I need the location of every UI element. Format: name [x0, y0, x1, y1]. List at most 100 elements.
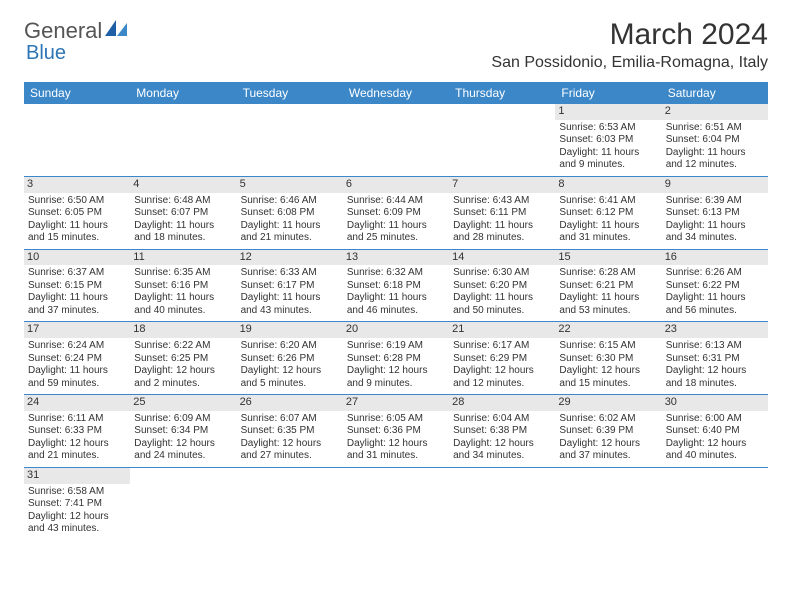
day-number: 26	[237, 395, 343, 411]
sunset-text: Sunset: 6:31 PM	[666, 353, 764, 366]
calendar-day-cell	[130, 104, 236, 176]
calendar-body: 1Sunrise: 6:53 AMSunset: 6:03 PMDaylight…	[24, 104, 768, 540]
daylight-text: and 5 minutes.	[241, 378, 339, 391]
daylight-text: and 27 minutes.	[241, 450, 339, 463]
daylight-text: Daylight: 12 hours	[347, 438, 445, 451]
sunrise-text: Sunrise: 6:13 AM	[666, 340, 764, 353]
daylight-text: Daylight: 12 hours	[134, 438, 232, 451]
calendar-day-cell	[237, 104, 343, 176]
daylight-text: and 31 minutes.	[559, 232, 657, 245]
sunrise-text: Sunrise: 6:19 AM	[347, 340, 445, 353]
sunrise-text: Sunrise: 6:30 AM	[453, 267, 551, 280]
day-number: 5	[237, 177, 343, 193]
sunrise-text: Sunrise: 6:00 AM	[666, 413, 764, 426]
sunrise-text: Sunrise: 6:37 AM	[28, 267, 126, 280]
calendar-day-cell	[662, 467, 768, 539]
calendar-day-cell	[343, 104, 449, 176]
day-number: 25	[130, 395, 236, 411]
daylight-text: and 12 minutes.	[453, 378, 551, 391]
daylight-text: and 2 minutes.	[134, 378, 232, 391]
weekday-header: Sunday	[24, 82, 130, 104]
sunset-text: Sunset: 6:16 PM	[134, 280, 232, 293]
sunset-text: Sunset: 6:39 PM	[559, 425, 657, 438]
sunset-text: Sunset: 6:05 PM	[28, 207, 126, 220]
day-number: 2	[662, 104, 768, 120]
calendar-day-cell: 26Sunrise: 6:07 AMSunset: 6:35 PMDayligh…	[237, 395, 343, 468]
daylight-text: Daylight: 12 hours	[347, 365, 445, 378]
calendar-day-cell: 24Sunrise: 6:11 AMSunset: 6:33 PMDayligh…	[24, 395, 130, 468]
daylight-text: Daylight: 11 hours	[453, 220, 551, 233]
calendar-day-cell: 7Sunrise: 6:43 AMSunset: 6:11 PMDaylight…	[449, 176, 555, 249]
calendar-day-cell: 1Sunrise: 6:53 AMSunset: 6:03 PMDaylight…	[555, 104, 661, 176]
daylight-text: and 34 minutes.	[453, 450, 551, 463]
calendar-day-cell: 15Sunrise: 6:28 AMSunset: 6:21 PMDayligh…	[555, 249, 661, 322]
calendar-week-row: 10Sunrise: 6:37 AMSunset: 6:15 PMDayligh…	[24, 249, 768, 322]
daylight-text: and 9 minutes.	[559, 159, 657, 172]
daylight-text: and 43 minutes.	[28, 523, 126, 536]
sunrise-text: Sunrise: 6:53 AM	[559, 122, 657, 135]
day-number: 8	[555, 177, 661, 193]
sunrise-text: Sunrise: 6:43 AM	[453, 195, 551, 208]
calendar-day-cell: 18Sunrise: 6:22 AMSunset: 6:25 PMDayligh…	[130, 322, 236, 395]
sunrise-text: Sunrise: 6:20 AM	[241, 340, 339, 353]
day-number: 19	[237, 322, 343, 338]
daylight-text: and 15 minutes.	[28, 232, 126, 245]
day-number: 18	[130, 322, 236, 338]
daylight-text: and 24 minutes.	[134, 450, 232, 463]
daylight-text: and 31 minutes.	[347, 450, 445, 463]
daylight-text: Daylight: 11 hours	[28, 365, 126, 378]
sunset-text: Sunset: 6:33 PM	[28, 425, 126, 438]
sunrise-text: Sunrise: 6:28 AM	[559, 267, 657, 280]
day-number: 6	[343, 177, 449, 193]
daylight-text: Daylight: 11 hours	[28, 292, 126, 305]
sunset-text: Sunset: 7:41 PM	[28, 498, 126, 511]
daylight-text: Daylight: 11 hours	[134, 292, 232, 305]
calendar-day-cell: 29Sunrise: 6:02 AMSunset: 6:39 PMDayligh…	[555, 395, 661, 468]
day-number: 13	[343, 250, 449, 266]
daylight-text: Daylight: 12 hours	[666, 438, 764, 451]
calendar-day-cell: 2Sunrise: 6:51 AMSunset: 6:04 PMDaylight…	[662, 104, 768, 176]
day-number: 16	[662, 250, 768, 266]
daylight-text: Daylight: 12 hours	[28, 438, 126, 451]
day-number: 10	[24, 250, 130, 266]
sunrise-text: Sunrise: 6:50 AM	[28, 195, 126, 208]
calendar-day-cell: 3Sunrise: 6:50 AMSunset: 6:05 PMDaylight…	[24, 176, 130, 249]
calendar-day-cell	[237, 467, 343, 539]
calendar-day-cell: 22Sunrise: 6:15 AMSunset: 6:30 PMDayligh…	[555, 322, 661, 395]
sunrise-text: Sunrise: 6:35 AM	[134, 267, 232, 280]
calendar-day-cell: 27Sunrise: 6:05 AMSunset: 6:36 PMDayligh…	[343, 395, 449, 468]
daylight-text: Daylight: 11 hours	[134, 220, 232, 233]
sunrise-text: Sunrise: 6:17 AM	[453, 340, 551, 353]
calendar-day-cell	[555, 467, 661, 539]
daylight-text: Daylight: 12 hours	[559, 438, 657, 451]
day-number: 7	[449, 177, 555, 193]
calendar-week-row: 1Sunrise: 6:53 AMSunset: 6:03 PMDaylight…	[24, 104, 768, 176]
calendar-day-cell: 12Sunrise: 6:33 AMSunset: 6:17 PMDayligh…	[237, 249, 343, 322]
calendar-day-cell: 23Sunrise: 6:13 AMSunset: 6:31 PMDayligh…	[662, 322, 768, 395]
calendar-day-cell: 14Sunrise: 6:30 AMSunset: 6:20 PMDayligh…	[449, 249, 555, 322]
calendar-day-cell: 16Sunrise: 6:26 AMSunset: 6:22 PMDayligh…	[662, 249, 768, 322]
weekday-header: Saturday	[662, 82, 768, 104]
header: General March 2024 San Possidonio, Emili…	[24, 18, 768, 72]
sunrise-text: Sunrise: 6:11 AM	[28, 413, 126, 426]
sunset-text: Sunset: 6:20 PM	[453, 280, 551, 293]
calendar-table: SundayMondayTuesdayWednesdayThursdayFrid…	[24, 82, 768, 540]
daylight-text: Daylight: 11 hours	[666, 292, 764, 305]
calendar-day-cell	[24, 104, 130, 176]
daylight-text: and 50 minutes.	[453, 305, 551, 318]
sunset-text: Sunset: 6:40 PM	[666, 425, 764, 438]
day-number: 14	[449, 250, 555, 266]
daylight-text: Daylight: 12 hours	[241, 365, 339, 378]
sunrise-text: Sunrise: 6:44 AM	[347, 195, 445, 208]
weekday-header: Thursday	[449, 82, 555, 104]
calendar-day-cell	[130, 467, 236, 539]
calendar-day-cell: 28Sunrise: 6:04 AMSunset: 6:38 PMDayligh…	[449, 395, 555, 468]
day-number: 15	[555, 250, 661, 266]
sunrise-text: Sunrise: 6:41 AM	[559, 195, 657, 208]
sunset-text: Sunset: 6:09 PM	[347, 207, 445, 220]
sunset-text: Sunset: 6:25 PM	[134, 353, 232, 366]
sunrise-text: Sunrise: 6:24 AM	[28, 340, 126, 353]
location: San Possidonio, Emilia-Romagna, Italy	[491, 54, 768, 72]
calendar-day-cell: 17Sunrise: 6:24 AMSunset: 6:24 PMDayligh…	[24, 322, 130, 395]
daylight-text: Daylight: 11 hours	[559, 147, 657, 160]
